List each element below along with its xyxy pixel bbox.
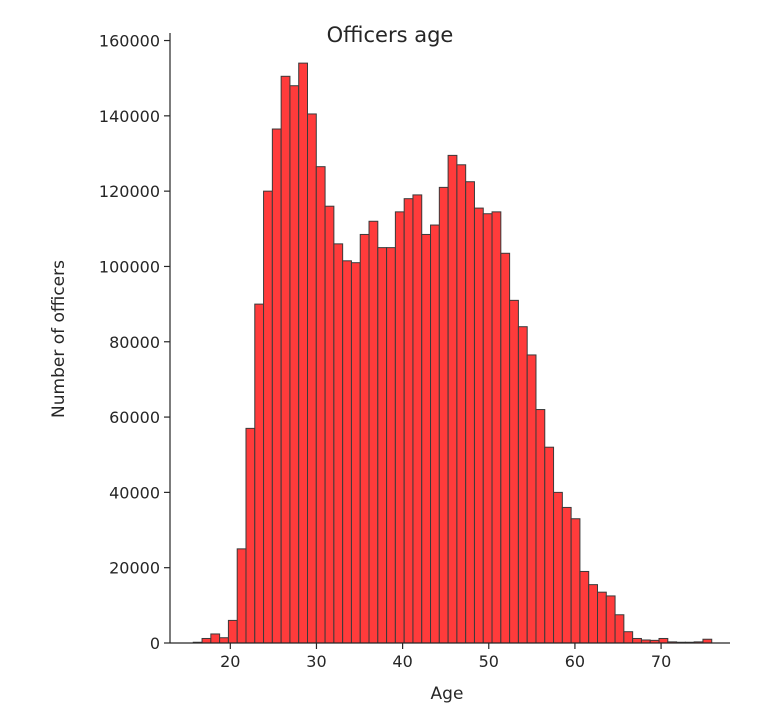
histogram-bar (614, 614, 625, 644)
y-tick-label: 120000 (99, 182, 160, 201)
histogram-bar (210, 633, 221, 644)
histogram-bar (465, 181, 475, 644)
histogram-bar (430, 224, 440, 644)
histogram-bar (473, 207, 484, 644)
bars-layer (192, 62, 713, 644)
histogram-bar (438, 186, 449, 644)
histogram-bar (535, 409, 546, 644)
histogram-bar (324, 205, 335, 644)
histogram-bar (632, 637, 642, 644)
x-tick-label: 50 (479, 652, 499, 671)
y-axis-label: Number of officers (49, 260, 69, 418)
histogram-bar (561, 506, 572, 644)
histogram-bar (236, 548, 247, 644)
histogram-bar (377, 247, 388, 644)
histogram-bar (447, 154, 458, 644)
x-tick-label: 70 (651, 652, 671, 671)
histogram-bar (315, 166, 326, 644)
histogram-bar (579, 570, 590, 644)
x-tick-label: 20 (220, 652, 240, 671)
histogram-bar (570, 518, 581, 644)
y-tick-label: 140000 (99, 107, 160, 126)
chart-title: Officers age (327, 23, 454, 47)
histogram-bar (588, 584, 599, 644)
histogram-bar (491, 211, 502, 644)
histogram-bar (219, 637, 229, 644)
axes-layer: 0 20000 40000 60000 80000 100000 120000 140000 1… (99, 32, 730, 671)
y-tick-label: 60000 (109, 408, 160, 427)
y-tick-label: 80000 (109, 333, 160, 352)
histogram-bar (412, 194, 423, 644)
y-tick-label: 20000 (109, 559, 160, 578)
histogram-bar (658, 637, 669, 644)
histogram-bar (509, 299, 519, 644)
histogram-bar (526, 354, 537, 644)
histogram-bar (597, 591, 607, 644)
histogram-bar (280, 75, 291, 644)
histogram-bar (227, 619, 238, 644)
histogram-bar (421, 233, 432, 644)
histogram-bar (544, 446, 555, 644)
histogram-bar (456, 164, 467, 644)
x-tick-label: 60 (565, 652, 585, 671)
y-tick-label: 40000 (109, 483, 160, 502)
histogram-bar (553, 491, 563, 644)
histogram-bar (623, 631, 634, 644)
y-tick-label: 100000 (99, 257, 160, 276)
histogram-bar (482, 213, 493, 644)
histogram-bar (201, 637, 212, 644)
histogram-bar (289, 85, 300, 644)
histogram-bar (254, 303, 265, 644)
histogram-bar (263, 190, 273, 644)
histogram-bar (605, 595, 616, 644)
histogram-bar (307, 113, 317, 644)
histogram-bar (394, 211, 405, 644)
y-tick-label: 160000 (99, 32, 160, 51)
histogram-bar (500, 252, 511, 644)
x-tick-label: 40 (392, 652, 412, 671)
histogram-bar (517, 326, 528, 644)
histogram-bar (359, 233, 370, 644)
histogram-bar (368, 220, 379, 644)
histogram-bar (350, 262, 361, 644)
histogram-bar (271, 128, 282, 644)
histogram-bar (298, 62, 308, 644)
y-tick-label: 0 (150, 634, 160, 653)
histogram-bar (245, 427, 256, 644)
x-tick-label: 30 (306, 652, 326, 671)
histogram-bar (333, 243, 344, 644)
histogram-bar (342, 260, 352, 644)
histogram-bar (386, 247, 396, 644)
histogram-bar (403, 198, 414, 644)
x-axis-label: Age (431, 684, 464, 704)
